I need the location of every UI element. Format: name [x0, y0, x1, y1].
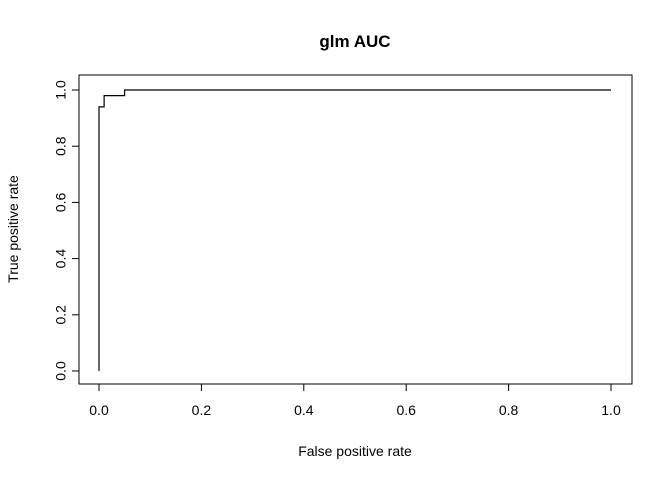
- x-axis: 0.0 0.2 0.4 0.6 0.8 1.0: [89, 383, 621, 418]
- x-tick-label: 1.0: [601, 402, 621, 418]
- y-axis-label: True positive rate: [5, 175, 21, 283]
- y-tick-label: 0.0: [53, 361, 69, 381]
- series-layer: [98, 89, 611, 371]
- y-tick-label: 0.2: [53, 305, 69, 325]
- plot-box: [78, 74, 633, 385]
- x-tick-label: 0.4: [294, 402, 314, 418]
- chart-title: glm AUC: [319, 32, 390, 51]
- x-tick-label: 0.6: [396, 402, 416, 418]
- x-tick-label: 0.0: [89, 402, 109, 418]
- y-tick-label: 0.4: [53, 249, 69, 269]
- x-axis-label: False positive rate: [298, 443, 412, 459]
- y-axis: 0.0 0.2 0.4 0.6 0.8 1.0: [53, 80, 80, 381]
- x-tick-label: 0.2: [192, 402, 212, 418]
- y-tick-label: 1.0: [53, 80, 69, 100]
- roc-curve-line: [98, 89, 611, 371]
- y-tick-label: 0.6: [53, 192, 69, 212]
- x-tick-label: 0.8: [499, 402, 519, 418]
- y-tick-label: 0.8: [53, 136, 69, 156]
